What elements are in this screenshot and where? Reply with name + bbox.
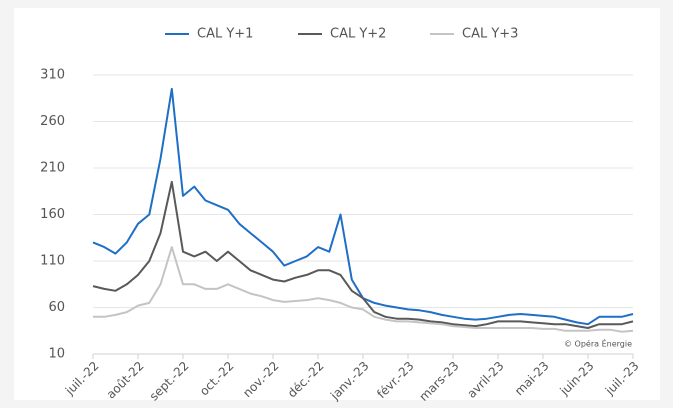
- y-tick-label: 160: [40, 207, 65, 222]
- y-tick-label: 210: [40, 161, 65, 176]
- series-line: [93, 246, 634, 333]
- annotation: © Opéra Énergie: [564, 338, 632, 349]
- y-tick-label: 60: [48, 300, 65, 315]
- series-line: [92, 180, 634, 329]
- y-tick-label: 260: [40, 114, 65, 129]
- legend-label: CAL Y+1: [197, 27, 253, 42]
- legend-label: CAL Y+2: [330, 27, 386, 42]
- panel: [14, 8, 660, 400]
- legend-label: CAL Y+3: [462, 27, 518, 42]
- y-tick-label: 10: [48, 347, 65, 362]
- y-tick-label: 110: [40, 254, 65, 269]
- y-tick-label: 310: [40, 68, 65, 83]
